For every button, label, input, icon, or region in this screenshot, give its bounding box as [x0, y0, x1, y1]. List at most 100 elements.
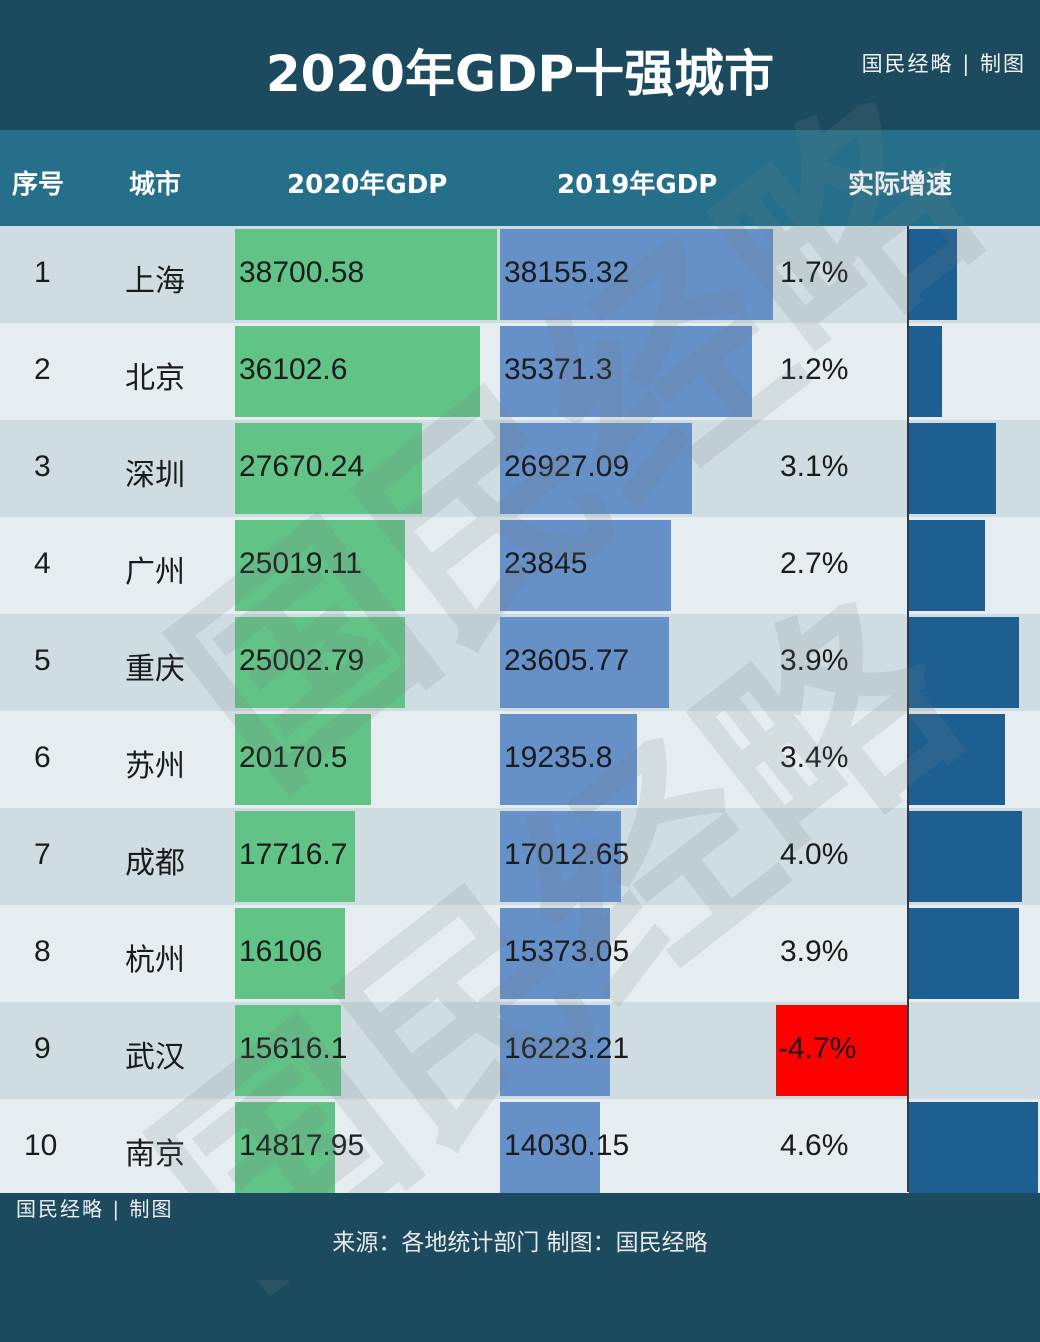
table-row: 4 广州 25019.11 23845 2.7% — [0, 517, 1040, 614]
bar-growth — [909, 423, 996, 514]
growth-cell: 4.0% — [780, 838, 849, 871]
gdp2019-cell: 17012.65 — [504, 838, 630, 871]
bar-gdp2019 — [500, 908, 610, 999]
bar-growth — [909, 617, 1019, 708]
negative-growth-highlight — [776, 1005, 908, 1096]
growth-cell: 3.4% — [780, 741, 849, 774]
city-cell: 成都 — [125, 846, 185, 881]
rank-cell: 1 — [34, 256, 51, 289]
city-cell: 广州 — [125, 555, 185, 590]
table-row: 1 上海 38700.58 38155.32 1.7% — [0, 226, 1040, 323]
growth-cell: 1.2% — [780, 353, 849, 386]
table-row: 5 重庆 25002.79 23605.77 3.9% — [0, 614, 1040, 711]
bar-gdp2020 — [235, 326, 480, 417]
city-cell: 苏州 — [125, 749, 185, 784]
bar-gdp2020 — [235, 1102, 335, 1193]
rank-cell: 2 — [34, 353, 51, 386]
brand-label-bottom: 国民经略 | 制图 — [16, 1197, 174, 1221]
bar-gdp2020 — [235, 714, 371, 805]
gdp2019-cell: 23845 — [504, 547, 588, 580]
city-cell: 武汉 — [125, 1040, 185, 1075]
rank-cell: 7 — [34, 838, 51, 871]
city-cell: 杭州 — [125, 943, 185, 978]
gdp2019-cell: 14030.15 — [504, 1129, 630, 1162]
table-row: 2 北京 36102.6 35371.3 1.2% — [0, 323, 1040, 420]
bar-gdp2019 — [500, 1005, 610, 1096]
city-cell: 南京 — [125, 1137, 185, 1172]
gdp2019-cell: 16223.21 — [504, 1032, 630, 1065]
rank-cell: 6 — [34, 741, 51, 774]
gdp2020-cell: 15616.1 — [239, 1032, 348, 1065]
bar-gdp2020 — [235, 520, 405, 611]
growth-cell: 2.7% — [780, 547, 849, 580]
gdp2020-cell: 25019.11 — [239, 547, 362, 580]
rank-cell: 10 — [24, 1129, 58, 1162]
rank-cell: 5 — [34, 644, 51, 677]
bar-growth — [909, 811, 1022, 902]
title-bar: 2020年GDP十强城市 国民经略 | 制图 — [0, 0, 1040, 130]
bar-growth — [909, 326, 942, 417]
source-note: 来源：各地统计部门 制图：国民经略 — [332, 1230, 708, 1256]
city-cell: 北京 — [125, 361, 185, 396]
bar-gdp2019 — [500, 326, 752, 417]
footer: 国民经略 | 制图 来源：各地统计部门 制图：国民经略 — [0, 1193, 1040, 1280]
growth-cell: 3.9% — [780, 935, 849, 968]
gdp2019-cell: 15373.05 — [504, 935, 630, 968]
gdp2019-cell: 35371.3 — [504, 353, 613, 386]
table-row: 6 苏州 20170.5 19235.8 3.4% — [0, 711, 1040, 808]
gdp2019-cell: 38155.32 — [504, 256, 630, 289]
column-header-gdp2019: 2019年GDP — [557, 170, 718, 200]
bar-gdp2020 — [235, 811, 355, 902]
city-cell: 重庆 — [125, 652, 185, 687]
rank-cell: 4 — [34, 547, 51, 580]
bar-gdp2020 — [235, 1005, 341, 1096]
bar-growth — [909, 908, 1019, 999]
city-cell: 上海 — [125, 264, 185, 299]
gdp2020-cell: 17716.7 — [239, 838, 348, 871]
bar-gdp2019 — [500, 423, 692, 514]
brand-label-top: 国民经略 | 制图 — [861, 52, 1026, 76]
gdp2020-cell: 20170.5 — [239, 741, 348, 774]
growth-cell: 1.7% — [780, 256, 849, 289]
bar-growth — [909, 520, 985, 611]
gdp2020-cell: 27670.24 — [239, 450, 365, 483]
bar-growth — [909, 714, 1005, 805]
gdp-table: 1 上海 38700.58 38155.32 1.7% 2 北京 36102.6… — [0, 226, 1040, 1196]
column-header-city: 城市 — [129, 170, 182, 200]
gdp2020-cell: 16106 — [239, 935, 323, 968]
gdp2019-cell: 26927.09 — [504, 450, 630, 483]
bar-gdp2020 — [235, 908, 345, 999]
growth-cell: 3.1% — [780, 450, 849, 483]
rank-cell: 8 — [34, 935, 51, 968]
bar-gdp2019 — [500, 617, 669, 708]
gdp2020-cell: 38700.58 — [239, 256, 365, 289]
bar-growth — [909, 1102, 1038, 1193]
column-header-rank: 序号 — [12, 170, 65, 200]
bar-gdp2019 — [500, 811, 621, 902]
gdp2019-cell: 19235.8 — [504, 741, 613, 774]
bar-gdp2020 — [235, 229, 497, 320]
bar-gdp2019 — [500, 1102, 600, 1193]
bar-growth — [909, 229, 957, 320]
growth-cell: 3.9% — [780, 644, 849, 677]
column-header-row: 序号 城市 2020年GDP 2019年GDP 实际增速 — [0, 130, 1040, 226]
table-row: 8 杭州 16106 15373.05 3.9% — [0, 905, 1040, 1002]
bar-gdp2019 — [500, 520, 671, 611]
table-row: 3 深圳 27670.24 26927.09 3.1% — [0, 420, 1040, 517]
table-row: 10 南京 14817.95 14030.15 4.6% — [0, 1099, 1040, 1196]
bar-gdp2020 — [235, 617, 405, 708]
table-row: 9 武汉 15616.1 16223.21 -4.7% — [0, 1002, 1040, 1099]
growth-axis-line — [907, 226, 909, 1192]
rank-cell: 3 — [34, 450, 51, 483]
chart-title: 2020年GDP十强城市 — [265, 45, 775, 103]
gdp2019-cell: 23605.77 — [504, 644, 630, 677]
bar-gdp2019 — [500, 229, 773, 320]
gdp2020-cell: 36102.6 — [239, 353, 348, 386]
column-header-gdp2020: 2020年GDP — [287, 170, 448, 200]
bar-gdp2019 — [500, 714, 637, 805]
gdp2020-cell: 14817.95 — [239, 1129, 365, 1162]
column-header-growth: 实际增速 — [848, 170, 953, 200]
table-row: 7 成都 17716.7 17012.65 4.0% — [0, 808, 1040, 905]
bar-gdp2020 — [235, 423, 422, 514]
growth-cell: -4.7% — [778, 1032, 857, 1065]
